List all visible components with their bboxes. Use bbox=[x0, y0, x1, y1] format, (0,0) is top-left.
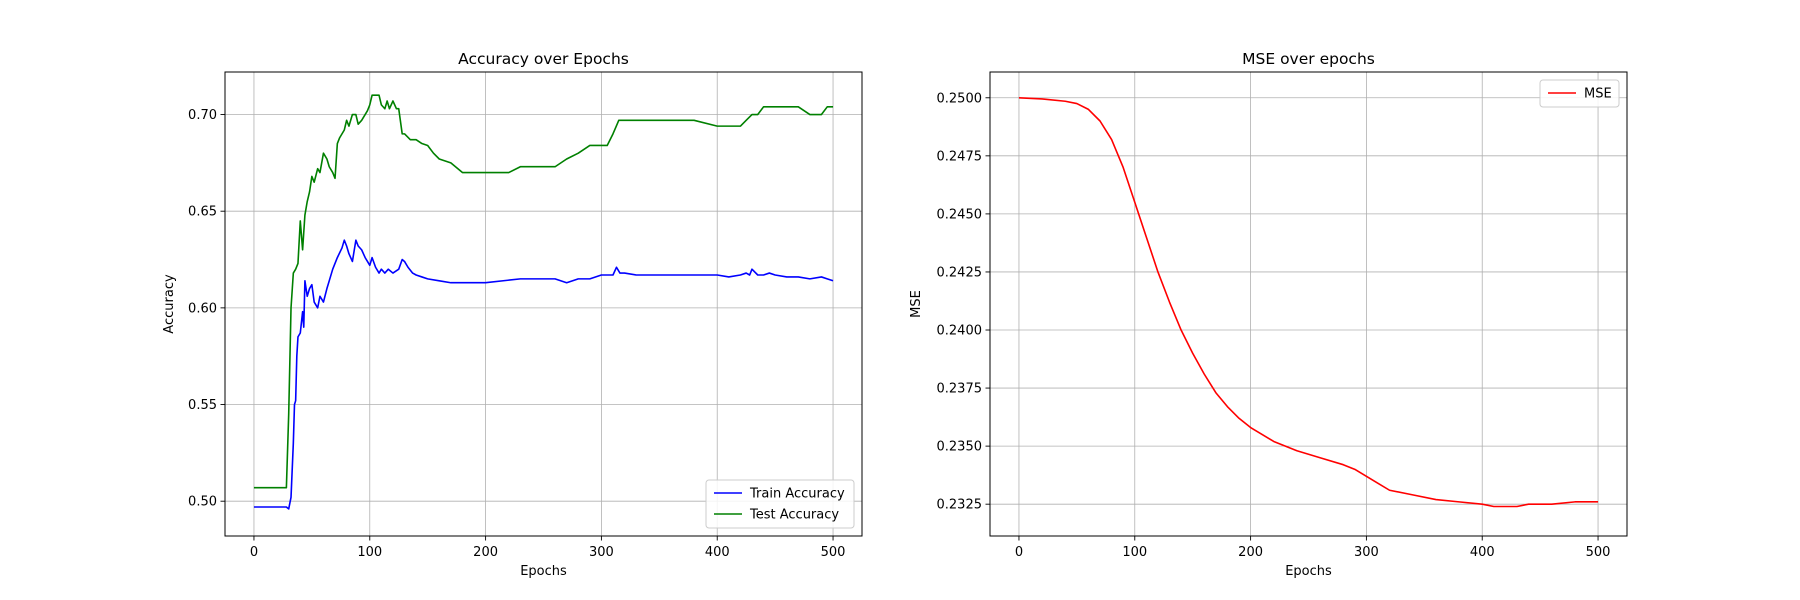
y-tick-label: 0.2475 bbox=[937, 149, 983, 164]
axes-frame bbox=[989, 71, 1628, 537]
x-tick-label: 0 bbox=[250, 545, 258, 560]
y-tick-label: 0.2500 bbox=[937, 91, 983, 106]
legend-label: Train Accuracy bbox=[749, 487, 845, 502]
y-axis-label: MSE bbox=[909, 290, 924, 318]
chart-title: Accuracy over Epochs bbox=[458, 50, 629, 68]
y-tick-label: 0.65 bbox=[188, 205, 217, 220]
x-tick-label: 200 bbox=[1238, 545, 1263, 560]
y-tick-label: 0.2450 bbox=[937, 207, 983, 222]
x-tick-label: 100 bbox=[1122, 545, 1147, 560]
x-tick-label: 400 bbox=[705, 545, 730, 560]
x-tick-label: 300 bbox=[1354, 545, 1379, 560]
legend: Train Accuracy Test Accuracy bbox=[705, 479, 855, 529]
chart-2: 0 100 200 300 400 500 0.2325 0.2350 0.2375 0.2400… bbox=[909, 50, 1628, 579]
y-tick-label: 0.2325 bbox=[937, 498, 983, 513]
x-tick-label: 500 bbox=[1586, 545, 1611, 560]
y-tick-label: 0.2350 bbox=[937, 440, 983, 455]
x-tick-label: 0 bbox=[1015, 545, 1023, 560]
series-line-train-accuracy bbox=[253, 239, 834, 510]
y-tick-label: 0.2400 bbox=[937, 324, 983, 339]
x-tick-label: 300 bbox=[589, 545, 614, 560]
x-tick-label: 500 bbox=[821, 545, 846, 560]
chart-1: 0 100 200 300 400 500 0.50 0.55 0.60 0.65 0.70 Accu… bbox=[162, 50, 863, 579]
y-axis-label: Accuracy bbox=[162, 274, 177, 334]
legend-box bbox=[705, 479, 855, 529]
legend: MSE bbox=[1539, 79, 1620, 108]
x-tick-label: 100 bbox=[357, 545, 382, 560]
axes-frame bbox=[224, 71, 863, 537]
y-tick-label: 0.2425 bbox=[937, 265, 983, 280]
series-line-mse bbox=[1018, 96, 1599, 508]
chart-title: MSE over epochs bbox=[1242, 50, 1375, 68]
series-line-test-accuracy bbox=[253, 94, 834, 489]
legend-label: MSE bbox=[1584, 87, 1612, 102]
x-tick-label: 400 bbox=[1470, 545, 1495, 560]
y-tick-label: 0.55 bbox=[188, 398, 217, 413]
y-tick-label: 0.70 bbox=[188, 108, 217, 123]
y-tick-label: 0.60 bbox=[188, 301, 217, 316]
y-tick-label: 0.2375 bbox=[937, 382, 983, 397]
legend-label: Test Accuracy bbox=[749, 508, 839, 523]
x-axis-label: Epochs bbox=[520, 564, 567, 579]
y-tick-label: 0.50 bbox=[188, 495, 217, 510]
x-tick-label: 200 bbox=[473, 545, 498, 560]
legend-box bbox=[1539, 79, 1620, 108]
x-axis-label: Epochs bbox=[1285, 564, 1332, 579]
